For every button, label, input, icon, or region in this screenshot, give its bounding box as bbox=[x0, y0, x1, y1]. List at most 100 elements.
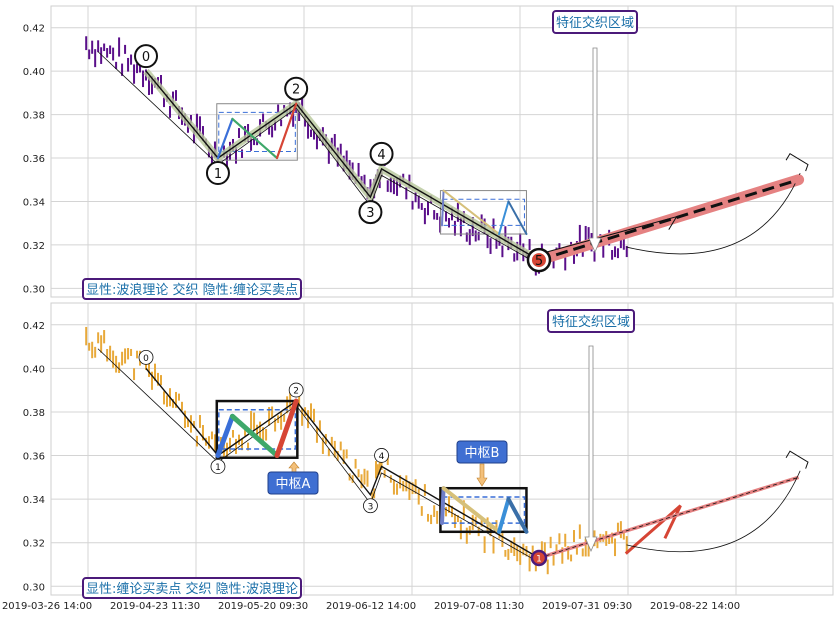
top-zhongshu-outer-box bbox=[439, 190, 527, 235]
bottom-wave-markers: 0 1 2 3 4 1 bbox=[138, 349, 548, 567]
zhongshu-b-arrow bbox=[476, 463, 488, 487]
zhongshu-a-label-box bbox=[267, 471, 319, 495]
top-bi-line bbox=[97, 51, 540, 265]
bottom-zhongshu-outer-box bbox=[439, 486, 528, 534]
top-projection-cap bbox=[785, 152, 809, 172]
zhongshu-b-label: 中枢B bbox=[465, 446, 500, 461]
top-wave-markers: 0 1 2 3 4 5 bbox=[134, 44, 552, 273]
zhongshu-a-arrow bbox=[288, 461, 300, 473]
top-zhongshu-inner-box bbox=[218, 111, 296, 152]
top-y-tick-labels: 0.42 0.40 0.38 0.36 0.34 0.32 0.30 bbox=[23, 24, 45, 296]
x-tick-label: 2019-06-12 14:00 bbox=[326, 601, 416, 612]
top-zhongshu-outer-box bbox=[216, 103, 298, 161]
bottom-zhongshu-b-segment bbox=[440, 486, 446, 526]
zhongshu-a-label: 中枢A bbox=[276, 477, 311, 492]
bottom-y-tick-label: 0.34 bbox=[23, 495, 45, 506]
top-y-tick-label: 0.30 bbox=[23, 284, 45, 295]
bottom-legend-text: 显性:缠论买卖点 交织 隐性:波浪理论 bbox=[86, 581, 298, 597]
top-wave-marker-label: 3 bbox=[366, 206, 374, 221]
x-tick-label: 2019-07-31 09:30 bbox=[542, 601, 632, 612]
bottom-y-tick-label: 0.40 bbox=[23, 364, 45, 375]
bottom-wave-marker bbox=[138, 349, 154, 365]
bottom-zhongshu-b-segment bbox=[441, 486, 502, 534]
bottom-y-tick-label: 0.42 bbox=[23, 321, 45, 332]
top-wave-marker bbox=[134, 44, 159, 69]
x-tick-label: 2019-03-26 14:00 bbox=[2, 601, 92, 612]
top-wave-marker bbox=[358, 200, 383, 225]
top-zhongshu-b-segment bbox=[498, 200, 510, 236]
bottom-x-tick-labels: 2019-03-26 14:00 2019-04-23 11:30 2019-05-… bbox=[2, 601, 740, 612]
bottom-wave-marker bbox=[374, 448, 389, 463]
bottom-zhongshu-b-segment bbox=[506, 497, 529, 534]
zhongshu-b-label-box bbox=[456, 440, 508, 464]
bottom-y-tick-label: 0.36 bbox=[23, 452, 45, 463]
bottom-projection-cap bbox=[785, 450, 809, 469]
top-projection-arc bbox=[626, 173, 801, 255]
bottom-y-tick-labels: 0.42 0.40 0.38 0.36 0.34 0.32 0.30 bbox=[23, 321, 45, 593]
top-zhongshu-a-segment bbox=[231, 117, 279, 160]
top-wave-marker bbox=[369, 141, 394, 166]
bottom-x-gridlines bbox=[87, 303, 737, 595]
top-annotation-arrow bbox=[588, 47, 602, 254]
top-projection bbox=[533, 152, 809, 266]
zhongshu-a-callout: 中枢A bbox=[267, 461, 319, 495]
bottom-wave-marker bbox=[363, 498, 378, 514]
bottom-wave-line bbox=[145, 367, 540, 559]
top-wave-marker-label: 4 bbox=[377, 148, 385, 163]
top-y-tick-label: 0.40 bbox=[23, 67, 45, 78]
x-tick-label: 2019-07-08 11:30 bbox=[434, 601, 524, 612]
bottom-zhongshu-a-segment bbox=[215, 413, 235, 459]
bottom-wave-marker-label: 3 bbox=[368, 502, 374, 512]
top-wave-line bbox=[145, 70, 540, 261]
top-legend-text: 显性:波浪理论 交织 隐性:缠论买卖点 bbox=[86, 282, 298, 298]
bottom-wave-marker bbox=[530, 549, 548, 567]
top-panel: 0.42 0.40 0.38 0.36 0.34 0.32 0.30 0 1 2 3 4 5 特征交织… bbox=[23, 5, 834, 300]
zhongshu-b-callout: 中枢B bbox=[456, 440, 508, 487]
bottom-wave-marker-label: 2 bbox=[293, 387, 299, 397]
top-annotation-box bbox=[552, 10, 638, 34]
top-projection-dashed bbox=[538, 178, 800, 262]
top-plot-frame bbox=[50, 5, 834, 298]
x-tick-label: 2019-08-22 14:00 bbox=[650, 601, 740, 612]
top-zhongshu-b-segment bbox=[442, 189, 501, 236]
top-y-tick-label: 0.42 bbox=[23, 24, 45, 35]
top-wave-marker-label: 5 bbox=[535, 254, 543, 269]
top-zhongshu-b-segment bbox=[441, 189, 445, 227]
bottom-y-tick-label: 0.38 bbox=[23, 408, 45, 419]
top-wave-lines bbox=[97, 51, 541, 265]
top-projection-zig bbox=[538, 215, 678, 255]
top-y-tick-label: 0.36 bbox=[23, 154, 45, 165]
top-x-gridlines bbox=[87, 6, 737, 297]
top-wave-marker-label: 0 bbox=[142, 50, 150, 65]
bottom-zhongshu-b-segment bbox=[497, 497, 511, 534]
top-zhongshu-a-segment bbox=[216, 117, 234, 160]
top-zhongshu-b-segment bbox=[507, 200, 528, 236]
bottom-zhongshu-a-segment bbox=[274, 398, 299, 459]
top-wave-marker-label: 1 bbox=[214, 167, 222, 182]
bottom-projection-arc bbox=[626, 470, 801, 553]
bottom-wave-marker bbox=[210, 459, 226, 474]
top-zhongshu-a-segment bbox=[275, 102, 298, 160]
bottom-plot-frame bbox=[50, 302, 834, 596]
bottom-annotation-arrow bbox=[584, 345, 598, 553]
bottom-zhongshu-a-segment bbox=[229, 413, 280, 459]
bottom-y-tick-label: 0.30 bbox=[23, 582, 45, 593]
bottom-wave-marker-label: 0 bbox=[143, 354, 149, 364]
top-legend-box bbox=[82, 278, 302, 300]
bottom-wave-lines bbox=[97, 348, 540, 563]
bottom-y-tick-label: 0.32 bbox=[23, 539, 45, 550]
bottom-zhongshu-inner-box bbox=[218, 409, 297, 450]
bottom-wave-marker bbox=[288, 382, 304, 398]
bottom-wave-marker-label: 4 bbox=[379, 452, 385, 462]
top-wave-marker bbox=[205, 161, 230, 186]
bottom-bi-line bbox=[97, 348, 540, 563]
bottom-wave-marker-label: 1 bbox=[536, 554, 542, 564]
x-tick-label: 2019-04-23 11:30 bbox=[110, 601, 200, 612]
bottom-projection bbox=[538, 450, 809, 560]
top-annotation-text: 特征交织区域 bbox=[556, 15, 634, 31]
bottom-wave-marker-label: 1 bbox=[215, 463, 221, 473]
top-projection-end bbox=[793, 174, 804, 185]
bottom-zhongshu-outer-box bbox=[215, 399, 299, 459]
top-wave-marker bbox=[284, 76, 309, 101]
